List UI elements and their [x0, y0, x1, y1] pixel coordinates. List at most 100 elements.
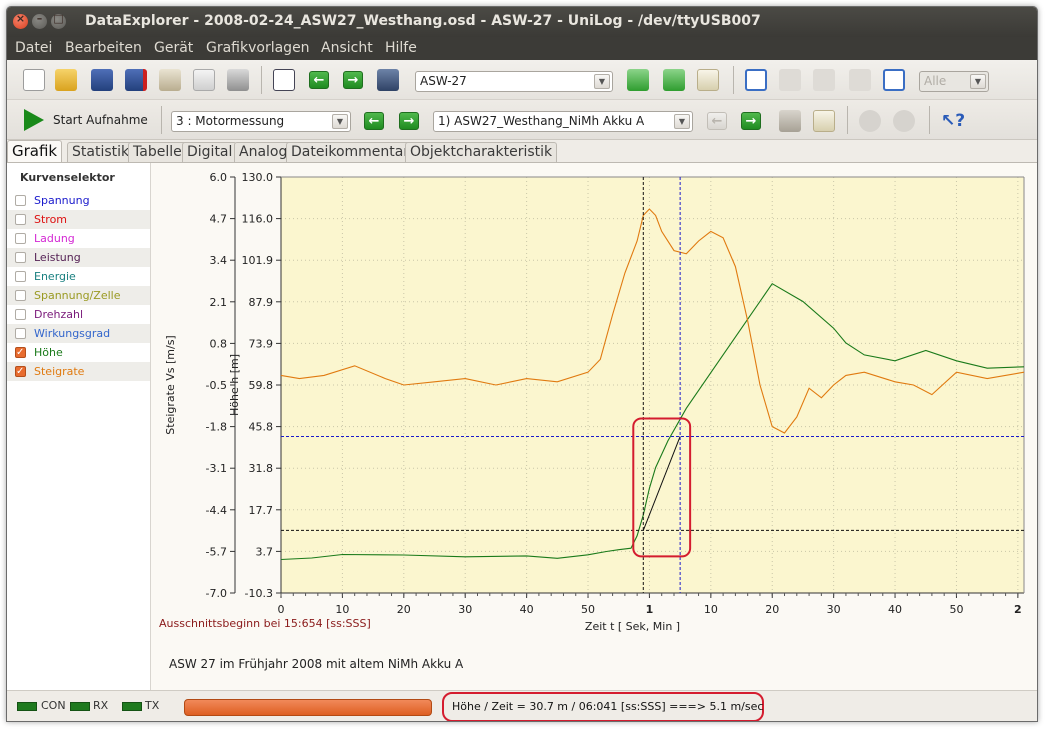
tab-dateikommentar[interactable]: Dateikommentar: [286, 142, 415, 162]
export-icon[interactable]: [663, 69, 685, 91]
zoom-mode-value: Alle: [924, 74, 947, 88]
arrow-right-icon: →: [403, 114, 415, 129]
open-folder-icon[interactable]: [55, 69, 77, 91]
menu-grafikvorlagen[interactable]: Grafikvorlagen: [206, 40, 310, 56]
arrow-left-icon: ←: [711, 114, 723, 129]
line-chart[interactable]: 6.0 4.7 3.4 2.1 0.8 -0.5 -1.8 -3.1 -4.4 -5.7 -7.0 1…: [151, 163, 1038, 691]
curve-checkbox[interactable]: [15, 271, 26, 282]
curve-label: Wirkungsgrad: [34, 327, 111, 340]
start-recording-button[interactable]: Start Aufnahme: [17, 106, 151, 134]
tab-analog[interactable]: Analog: [234, 142, 293, 162]
hoehe-tick-label: 87.9: [249, 296, 274, 309]
device-select[interactable]: ASW-27 ▼: [415, 71, 613, 92]
curve-checkbox[interactable]: [15, 252, 26, 263]
led-con-label: CON: [41, 699, 66, 712]
tab-objektcharakteristik[interactable]: Objektcharakteristik: [405, 142, 558, 162]
channel-select[interactable]: 3 : Motormessung ▼: [171, 111, 351, 132]
status-bar: CON RX TX Höhe / Zeit = 30.7 m / 06:041 …: [7, 690, 1037, 721]
curve-checkbox[interactable]: [15, 362, 26, 381]
x-tick-label: 10: [335, 603, 349, 616]
steigrate-tick-label: -4.4: [206, 504, 227, 517]
start-recording-label: Start Aufnahme: [53, 113, 148, 127]
menu-hilfe[interactable]: Hilfe: [385, 40, 417, 56]
minimize-window-button[interactable]: –: [32, 12, 47, 29]
x-tick-label: 50: [581, 603, 595, 616]
previous-channel-button[interactable]: ←: [364, 112, 384, 130]
app-window: × – □ DataExplorer - 2008-02-24_ASW27_We…: [6, 6, 1038, 722]
status-message-highlight: Höhe / Zeit = 30.7 m / 06:041 [ss:SSS] =…: [442, 692, 764, 721]
arrow-right-icon: →: [745, 114, 757, 129]
next-device-button[interactable]: →: [343, 71, 363, 89]
record-select[interactable]: 1) ASW27_Westhang_NiMh Akku A ▼: [433, 111, 693, 132]
copy-icon[interactable]: [193, 69, 215, 91]
tab-tabelle[interactable]: Tabelle: [128, 142, 187, 162]
previous-device-button[interactable]: ←: [309, 71, 329, 89]
zoom-mode-select[interactable]: Alle ▼: [919, 71, 989, 92]
curve-checkbox[interactable]: [15, 233, 26, 244]
next-channel-button[interactable]: →: [399, 112, 419, 130]
fit-view-icon[interactable]: [883, 69, 905, 91]
x-tick-label: 40: [520, 603, 534, 616]
delete-record-icon[interactable]: [779, 110, 801, 132]
maximize-window-button[interactable]: □: [51, 12, 66, 29]
series-line-h-he: [280, 282, 1025, 561]
toolbar-separator: [161, 106, 162, 134]
hoehe-tick-label: 101.9: [242, 254, 274, 267]
menu-ansicht[interactable]: Ansicht: [321, 40, 373, 56]
arrow-right-icon: →: [347, 73, 359, 88]
curve-checkbox[interactable]: [15, 343, 26, 362]
chevron-down-icon: ▼: [332, 114, 348, 129]
x-tick-label: 2: [1014, 603, 1022, 616]
save-as-icon[interactable]: [125, 69, 147, 91]
print-icon[interactable]: [227, 69, 249, 91]
import-icon[interactable]: [159, 69, 181, 91]
x-tick-label: 50: [949, 603, 963, 616]
pan-icon: [779, 69, 801, 91]
menu-geraet[interactable]: Gerät: [154, 40, 194, 56]
curve-checkbox[interactable]: [15, 214, 26, 225]
curve-checkbox[interactable]: [15, 290, 26, 301]
tab-grafik[interactable]: Grafik: [7, 140, 63, 162]
curve-item-wirkungsgrad[interactable]: Wirkungsgrad: [7, 324, 150, 343]
edit-record-icon[interactable]: [813, 110, 835, 132]
main-toolbar: ← → ASW-27 ▼ Alle ▼: [7, 60, 1037, 100]
context-help-icon[interactable]: ↖?: [941, 111, 966, 131]
curve-item-ladung[interactable]: Ladung: [7, 229, 150, 248]
chevron-down-icon: ▼: [674, 114, 690, 129]
menu-datei[interactable]: Datei: [15, 40, 53, 56]
next-record-button[interactable]: →: [741, 112, 761, 130]
progress-bar: [184, 699, 432, 716]
curve-selector-header: Kurvenselektor: [20, 171, 115, 184]
curve-item-spannung-zelle[interactable]: Spannung/Zelle: [7, 286, 150, 305]
hoehe-tick-label: 116.0: [242, 213, 274, 226]
steigrate-tick-label: -0.5: [206, 379, 227, 392]
curve-label: Leistung: [34, 251, 81, 264]
curve-item-drehzahl[interactable]: Drehzahl: [7, 305, 150, 324]
save-icon[interactable]: [91, 69, 113, 91]
curve-item-strom[interactable]: Strom: [7, 210, 150, 229]
edit-icon[interactable]: [697, 69, 719, 91]
hoehe-tick-label: 17.7: [249, 504, 274, 517]
tab-digital[interactable]: Digital: [182, 142, 238, 162]
hoehe-axis-title: Höhe h [m]: [228, 354, 241, 416]
curve-item-h-he[interactable]: Höhe: [7, 343, 150, 362]
previous-record-button: ←: [707, 112, 727, 130]
curve-item-steigrate[interactable]: Steigrate: [7, 362, 150, 381]
device-icon[interactable]: [377, 69, 399, 91]
curve-checkbox[interactable]: [15, 195, 26, 206]
tab-statistik[interactable]: Statistik: [67, 142, 135, 162]
curve-item-spannung[interactable]: Spannung: [7, 191, 150, 210]
globe-icon: [859, 110, 881, 132]
device-settings-icon[interactable]: [273, 69, 295, 91]
close-window-button[interactable]: ×: [13, 12, 28, 29]
add-channel-icon[interactable]: [627, 69, 649, 91]
zoom-icon[interactable]: [745, 69, 767, 91]
minimize-icon: –: [36, 12, 43, 25]
curve-checkbox[interactable]: [15, 328, 26, 339]
curve-checkbox[interactable]: [15, 309, 26, 320]
menu-bearbeiten[interactable]: Bearbeiten: [65, 40, 142, 56]
curve-item-energie[interactable]: Energie: [7, 267, 150, 286]
new-file-icon[interactable]: [23, 69, 45, 91]
arrow-left-icon: ←: [368, 114, 380, 129]
curve-item-leistung[interactable]: Leistung: [7, 248, 150, 267]
